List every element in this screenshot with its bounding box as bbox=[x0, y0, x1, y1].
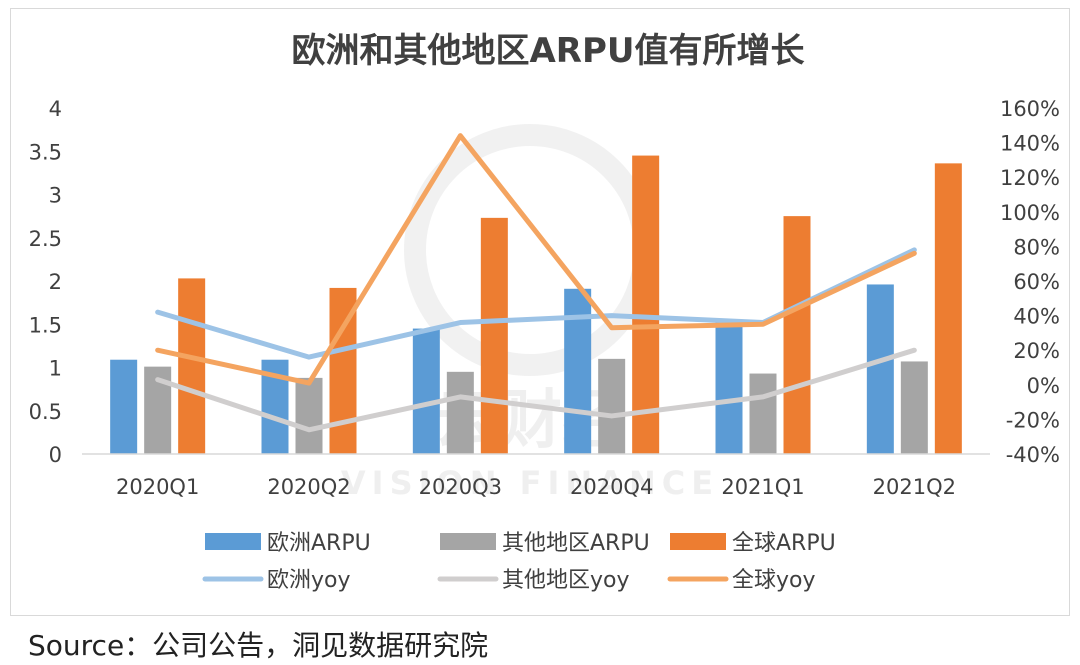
y-right-tick-label: 80% bbox=[1013, 235, 1060, 259]
legend-label: 全球ARPU bbox=[732, 531, 836, 556]
source-note: Source：公司公告，洞见数据研究院 bbox=[28, 629, 489, 662]
y-right-tick-label: -20% bbox=[1006, 408, 1060, 432]
x-tick-label: 2021Q1 bbox=[721, 475, 804, 499]
legend-swatch-全球ARPU bbox=[670, 533, 726, 550]
y-right-tick-label: -40% bbox=[1006, 443, 1060, 467]
y-left-tick-label: 2.5 bbox=[29, 227, 62, 251]
x-axis: 2020Q1 2020Q2 2020Q3 2020Q4 2021Q1 2021Q2 bbox=[116, 475, 956, 499]
y-right-tick-label: 140% bbox=[1000, 132, 1060, 156]
y-right-tick-label: 120% bbox=[1000, 166, 1060, 190]
x-tick-label: 2021Q2 bbox=[873, 475, 956, 499]
left-axis: 0 0.5 1 1.5 2 2.5 3 3.5 4 bbox=[29, 97, 62, 467]
y-left-tick-label: 0 bbox=[49, 443, 62, 467]
bar-其他地区ARPU bbox=[446, 371, 474, 454]
right-axis: -40% -20% 0% 20% 40% 60% 80% 100% 120% 140% 160% bbox=[1000, 97, 1060, 467]
bar-其他地区ARPU bbox=[295, 377, 323, 454]
y-left-tick-label: 1 bbox=[49, 357, 62, 381]
x-tick-label: 2020Q3 bbox=[419, 475, 502, 499]
bar-全球ARPU bbox=[934, 163, 962, 455]
legend-label: 其他地区ARPU bbox=[502, 531, 650, 556]
bar-欧洲ARPU bbox=[110, 359, 138, 454]
bar-全球ARPU bbox=[783, 216, 811, 454]
bar-欧洲ARPU bbox=[866, 284, 894, 454]
y-right-tick-label: 160% bbox=[1000, 97, 1060, 121]
legend-swatch-其他地区ARPU bbox=[440, 533, 496, 550]
bars bbox=[110, 155, 962, 455]
y-left-tick-label: 3 bbox=[49, 184, 62, 208]
y-left-tick-label: 0.5 bbox=[29, 400, 62, 424]
x-tick-label: 2020Q1 bbox=[116, 475, 199, 499]
watermark-ring bbox=[404, 124, 656, 376]
y-left-tick-label: 3.5 bbox=[29, 140, 62, 164]
legend-swatch-欧洲ARPU bbox=[205, 533, 261, 550]
legend: 欧洲ARPU 其他地区ARPU 全球ARPU 欧洲yoy 其他地区yoy 全球yoy bbox=[202, 531, 836, 593]
bar-其他地区ARPU bbox=[598, 358, 626, 454]
legend-label: 全球yoy bbox=[732, 568, 816, 593]
y-right-tick-label: 60% bbox=[1013, 270, 1060, 294]
bar-全球ARPU bbox=[632, 155, 660, 454]
x-tick-label: 2020Q4 bbox=[570, 475, 653, 499]
bar-全球ARPU bbox=[480, 217, 508, 454]
bar-全球ARPU bbox=[178, 278, 206, 454]
chart-title: 欧洲和其他地区ARPU值有所增长 bbox=[291, 31, 804, 71]
legend-label: 欧洲ARPU bbox=[267, 531, 371, 556]
bar-欧洲ARPU bbox=[412, 328, 440, 454]
line-其他地区yoy bbox=[155, 347, 917, 433]
y-right-tick-label: 0% bbox=[1027, 374, 1060, 398]
bar-欧洲ARPU bbox=[715, 319, 743, 454]
bar-其他地区ARPU bbox=[900, 361, 928, 454]
yoy-lines bbox=[155, 133, 917, 433]
watermark-text-en: VISION FINANCE bbox=[341, 464, 719, 502]
x-tick-label: 2020Q2 bbox=[267, 475, 350, 499]
legend-label: 其他地区yoy bbox=[502, 568, 630, 593]
line-全球yoy bbox=[155, 133, 917, 386]
y-right-tick-label: 40% bbox=[1013, 305, 1060, 329]
bar-其他地区ARPU bbox=[749, 373, 777, 454]
chart-frame bbox=[10, 8, 1070, 616]
legend-label: 欧洲yoy bbox=[267, 568, 351, 593]
y-left-tick-label: 4 bbox=[49, 97, 62, 121]
y-left-tick-label: 2 bbox=[49, 270, 62, 294]
bar-欧洲ARPU bbox=[564, 288, 592, 454]
y-right-tick-label: 20% bbox=[1013, 339, 1060, 363]
y-left-tick-label: 1.5 bbox=[29, 313, 62, 337]
y-right-tick-label: 100% bbox=[1000, 201, 1060, 225]
